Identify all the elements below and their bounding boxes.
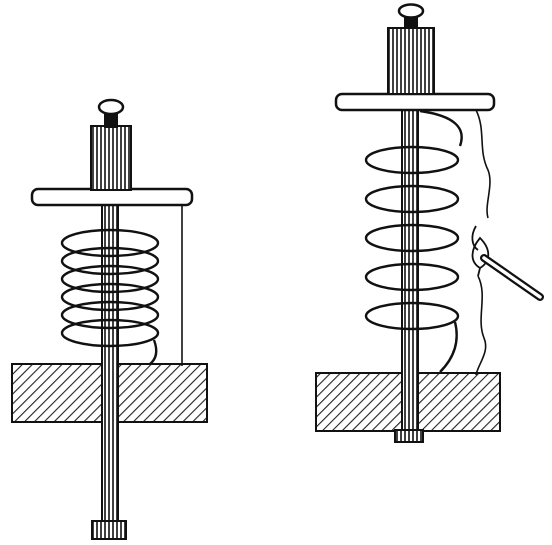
- left-crossbar: [30, 187, 194, 207]
- flame-icon: [471, 225, 490, 277]
- right-crossbar: [334, 92, 496, 112]
- right-rod: [401, 103, 419, 435]
- right-weight: [387, 27, 435, 95]
- left-rod: [101, 191, 119, 523]
- right-bottom-nut: [394, 429, 424, 443]
- left-apparatus: [11, 98, 208, 540]
- left-bottom-nut: [91, 520, 127, 540]
- right-apparatus: [315, 3, 544, 443]
- right-knob: [397, 3, 425, 29]
- right-thread-lower: [475, 275, 487, 376]
- left-coil-spring: [60, 228, 160, 365]
- left-knob: [97, 98, 125, 128]
- left-weight: [90, 125, 132, 191]
- right-thread-upper: [475, 109, 491, 219]
- right-coil-spring: [364, 109, 463, 373]
- match-stick-icon: [480, 254, 544, 301]
